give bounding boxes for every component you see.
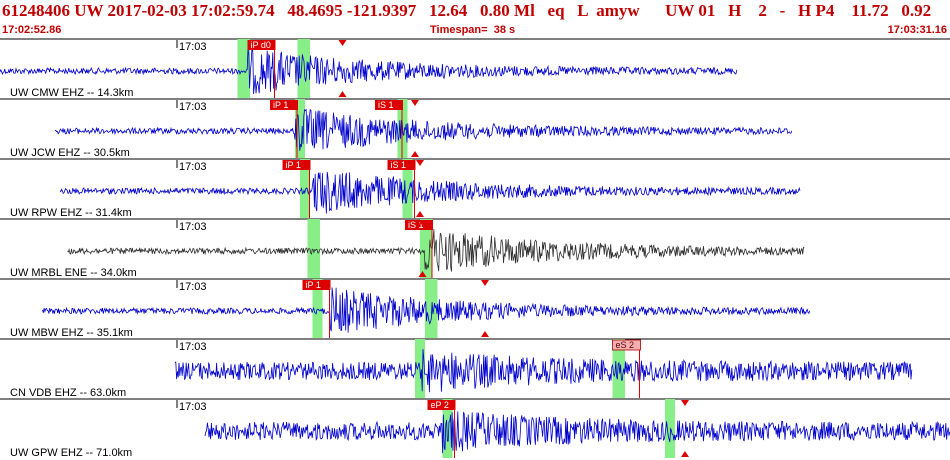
window-start-time: 17:02:52.86 xyxy=(2,24,62,36)
minute-label: 17:03 xyxy=(179,221,207,233)
minute-label: 17:03 xyxy=(179,161,207,173)
pick-label: iS 1 xyxy=(391,160,407,170)
pick-label: iS 1 xyxy=(408,220,424,230)
pick-flag xyxy=(302,280,331,290)
timespan-readout: Timespan= 38 s xyxy=(430,24,515,36)
pick-window xyxy=(402,159,413,218)
pick-window xyxy=(297,39,310,98)
pick-window xyxy=(300,159,310,218)
minute-label: 17:03 xyxy=(179,341,207,353)
station-label: UW MBW EHZ -- 35.1km xyxy=(10,327,133,339)
event-header: 61248406 UW 2017-02-03 17:02:59.74 48.46… xyxy=(0,0,950,38)
pick-flag xyxy=(387,160,416,170)
pick-flag xyxy=(427,400,456,410)
pick-flag xyxy=(270,100,298,110)
pick-window xyxy=(307,219,320,278)
pick-label: iP d0 xyxy=(251,40,271,50)
pick-window xyxy=(237,39,250,98)
pick-window xyxy=(425,279,438,338)
pick-flag xyxy=(375,100,403,110)
arrival-marker-bottom xyxy=(481,331,489,337)
station-label: CN VDB EHZ -- 63.0km xyxy=(10,387,126,399)
arrival-marker-bottom xyxy=(681,451,689,457)
pick-flag xyxy=(405,220,433,230)
arrival-marker-top xyxy=(416,160,424,166)
pick-window xyxy=(420,219,433,278)
pick-window xyxy=(442,399,453,458)
arrival-marker-top xyxy=(411,100,419,106)
timespan-label: Timespan= xyxy=(430,24,488,36)
pick-label: iP 1 xyxy=(286,160,301,170)
waveform-trace xyxy=(0,46,738,95)
station-label: UW JCW EHZ -- 30.5km xyxy=(10,147,130,159)
pick-label: iP 1 xyxy=(273,100,288,110)
station-label: UW MRBL ENE -- 34.0km xyxy=(10,267,137,279)
waveform-trace xyxy=(67,229,805,272)
timespan-value: 38 s xyxy=(493,24,516,36)
pick-window xyxy=(295,99,305,158)
waveform-trace xyxy=(59,171,801,214)
event-summary-line: 61248406 UW 2017-02-03 17:02:59.74 48.46… xyxy=(2,1,932,20)
minute-label: 17:03 xyxy=(179,41,207,53)
arrival-marker-top xyxy=(418,220,427,226)
minute-label: 17:03 xyxy=(179,281,207,293)
station-label: UW CMW EHZ -- 14.3km xyxy=(10,87,133,99)
window-end-time: 17:03:31.16 xyxy=(887,24,947,36)
pick-flag xyxy=(247,40,276,50)
arrival-marker-top xyxy=(481,280,489,286)
waveform-trace xyxy=(42,287,811,333)
arrival-marker-bottom xyxy=(411,151,419,157)
arrival-marker-top xyxy=(681,400,689,406)
pick-window xyxy=(312,279,323,338)
pick-flag xyxy=(282,160,311,170)
arrival-marker-top xyxy=(338,40,347,46)
pick-label: eP 2 xyxy=(431,400,449,410)
station-label: UW GPW EHZ -- 71.0km xyxy=(10,447,132,459)
minute-label: 17:03 xyxy=(179,101,207,113)
arrival-marker-bottom xyxy=(416,211,424,217)
minute-label: 17:03 xyxy=(179,401,207,413)
waveform-trace xyxy=(174,349,913,393)
pick-label: eS 2 xyxy=(616,340,635,350)
arrival-marker-bottom xyxy=(418,271,427,277)
arrival-marker-bottom xyxy=(338,91,347,97)
pick-label: iP 1 xyxy=(306,280,321,290)
waveform-trace xyxy=(54,108,793,151)
pick-window xyxy=(665,399,675,458)
waveform-trace xyxy=(204,411,950,454)
station-label: UW RPW EHZ -- 31.4km xyxy=(10,207,132,219)
pick-label: iS 1 xyxy=(378,100,394,110)
pick-flag xyxy=(612,339,641,351)
pick-window xyxy=(612,339,625,398)
